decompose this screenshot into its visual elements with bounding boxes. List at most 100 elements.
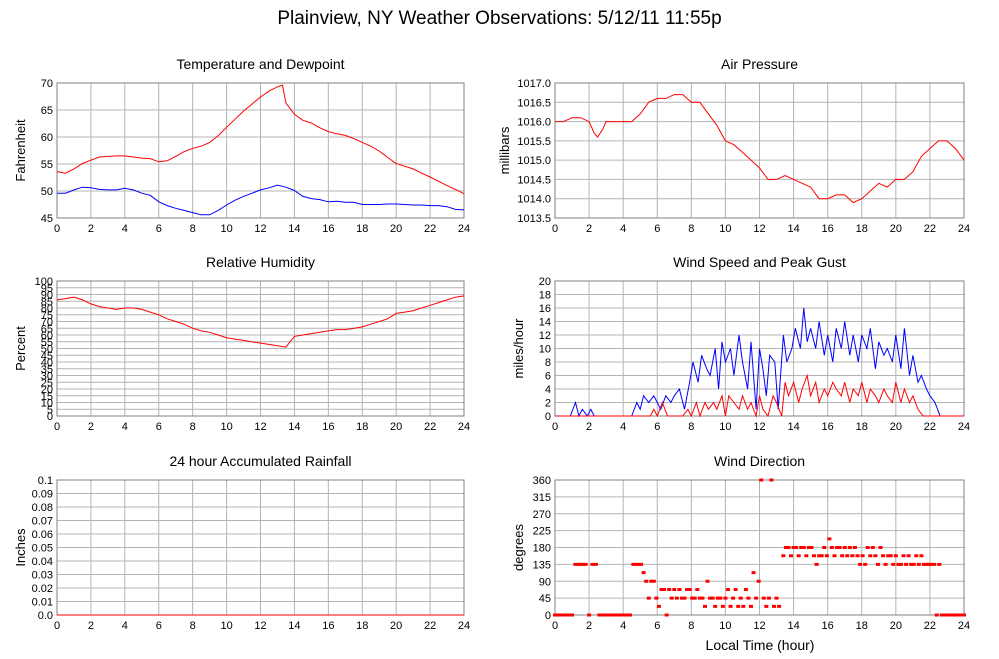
- wind-x-tick-label: 20: [890, 421, 902, 433]
- direction-point: [789, 554, 794, 558]
- pressure-x-tick-label: 10: [719, 223, 731, 235]
- direction-point: [769, 478, 774, 482]
- direction-x-tick-label: 16: [822, 620, 834, 632]
- pressure-y-tick-label: 1014.0: [517, 194, 551, 206]
- direction-point: [893, 554, 898, 558]
- direction-point: [587, 613, 592, 617]
- wind-y-tick-label: 6: [545, 371, 551, 383]
- humidity-y-tick-label: 0: [47, 411, 53, 423]
- pressure-y-tick-label: 1016.5: [517, 97, 551, 109]
- temp-x-tick-label: 14: [288, 223, 300, 235]
- humidity-x-tick-label: 6: [156, 421, 162, 433]
- temp-x-tick-label: 20: [390, 223, 402, 235]
- direction-point: [906, 554, 911, 558]
- direction-x-tick-label: 14: [787, 620, 799, 632]
- humidity-x-tick-label: 14: [288, 421, 300, 433]
- rain-y-tick-label: 0.1: [38, 475, 53, 487]
- direction-point: [556, 613, 561, 617]
- direction-point: [672, 588, 677, 591]
- rain-x-tick-label: 12: [254, 620, 266, 632]
- direction-point: [914, 554, 919, 558]
- wind-x-tick-label: 24: [958, 421, 970, 433]
- pressure-x-tick-label: 12: [753, 223, 765, 235]
- direction-point: [911, 562, 916, 566]
- direction-point: [766, 596, 771, 600]
- wind-series-line-2: [555, 373, 964, 418]
- direction-x-tick-label: 20: [890, 620, 902, 632]
- direction-point: [786, 546, 791, 549]
- rain-x-tick-label: 0: [54, 620, 60, 632]
- pressure-x-tick-label: 0: [552, 223, 558, 235]
- direction-point: [697, 596, 702, 600]
- direction-point: [644, 579, 649, 583]
- direction-point: [855, 554, 860, 558]
- direction-y-tick-label: 360: [533, 475, 551, 487]
- wind-y-tick-label: 10: [539, 344, 551, 356]
- humidity-y-tick-label: 40: [41, 357, 53, 369]
- humidity-x-tick-label: 10: [220, 421, 232, 433]
- direction-point: [631, 562, 636, 566]
- direction-point: [909, 562, 914, 566]
- wind-y-tick-label: 8: [545, 357, 551, 369]
- direction-x-tick-label: 0: [552, 620, 558, 632]
- humidity-y-tick-label: 95: [41, 283, 53, 295]
- direction-point: [713, 604, 718, 608]
- rain-y-axis-label: Inches: [13, 528, 28, 567]
- pressure-y-axis-label: millibars: [497, 126, 512, 174]
- direction-point: [728, 604, 733, 608]
- pressure-x-tick-label: 24: [958, 223, 970, 235]
- direction-point: [748, 604, 753, 608]
- direction-point: [944, 613, 949, 617]
- direction-point: [939, 613, 944, 617]
- temp-y-axis-label: Fahrenheit: [13, 119, 28, 182]
- direction-point: [677, 588, 682, 591]
- wind-x-tick-label: 0: [552, 421, 558, 433]
- temp-x-tick-label: 6: [156, 223, 162, 235]
- humidity-y-tick-label: 10: [41, 398, 53, 410]
- humidity-y-tick-label: 25: [41, 377, 53, 389]
- humidity-x-tick-label: 12: [254, 421, 266, 433]
- temp-x-tick-label: 22: [424, 223, 436, 235]
- temp-x-tick-label: 8: [190, 223, 196, 235]
- direction-point: [715, 596, 720, 600]
- humidity-x-tick-label: 20: [390, 421, 402, 433]
- humidity-y-tick-label: 45: [41, 350, 53, 362]
- temp-y-tick-label: 60: [41, 132, 53, 144]
- rain-y-tick-label: 0.08: [32, 502, 53, 514]
- humidity-x-tick-label: 18: [356, 421, 368, 433]
- direction-y-tick-label: 0: [545, 610, 551, 622]
- temp-y-tick-label: 55: [41, 159, 53, 171]
- direction-point: [578, 562, 583, 566]
- direction-point: [687, 588, 692, 591]
- direction-point: [898, 562, 903, 566]
- rain-x-tick-label: 18: [356, 620, 368, 632]
- wind-x-tick-label: 8: [688, 421, 694, 433]
- direction-point: [783, 546, 788, 549]
- direction-point: [624, 613, 629, 617]
- direction-point: [896, 562, 901, 566]
- direction-point: [764, 604, 769, 608]
- direction-point: [583, 562, 588, 566]
- direction-x-tick-label: 22: [924, 620, 936, 632]
- direction-point: [651, 579, 656, 583]
- pressure-x-tick-label: 2: [586, 223, 592, 235]
- temp-x-tick-label: 18: [356, 223, 368, 235]
- direction-point: [654, 596, 659, 600]
- direction-point: [934, 613, 939, 617]
- rain-x-tick-label: 14: [288, 620, 300, 632]
- direction-point: [852, 546, 857, 549]
- direction-point: [799, 546, 804, 549]
- direction-x-tick-label: 24: [958, 620, 970, 632]
- temp-y-tick-label: 70: [41, 78, 53, 90]
- direction-point: [659, 588, 664, 591]
- direction-point: [806, 546, 811, 549]
- direction-point: [741, 604, 746, 608]
- direction-point: [570, 613, 575, 617]
- rain-y-tick-label: 0.0: [38, 610, 53, 622]
- wind-chart: 0 2 4 6 8 10 12 14 16 18 20 22 2402468101214161820Wi…: [511, 254, 970, 433]
- direction-point: [796, 554, 801, 558]
- direction-point: [627, 613, 632, 617]
- direction-point: [553, 613, 557, 617]
- x-axis-title: Local Time (hour): [706, 637, 815, 653]
- temp-x-tick-label: 0: [54, 223, 60, 235]
